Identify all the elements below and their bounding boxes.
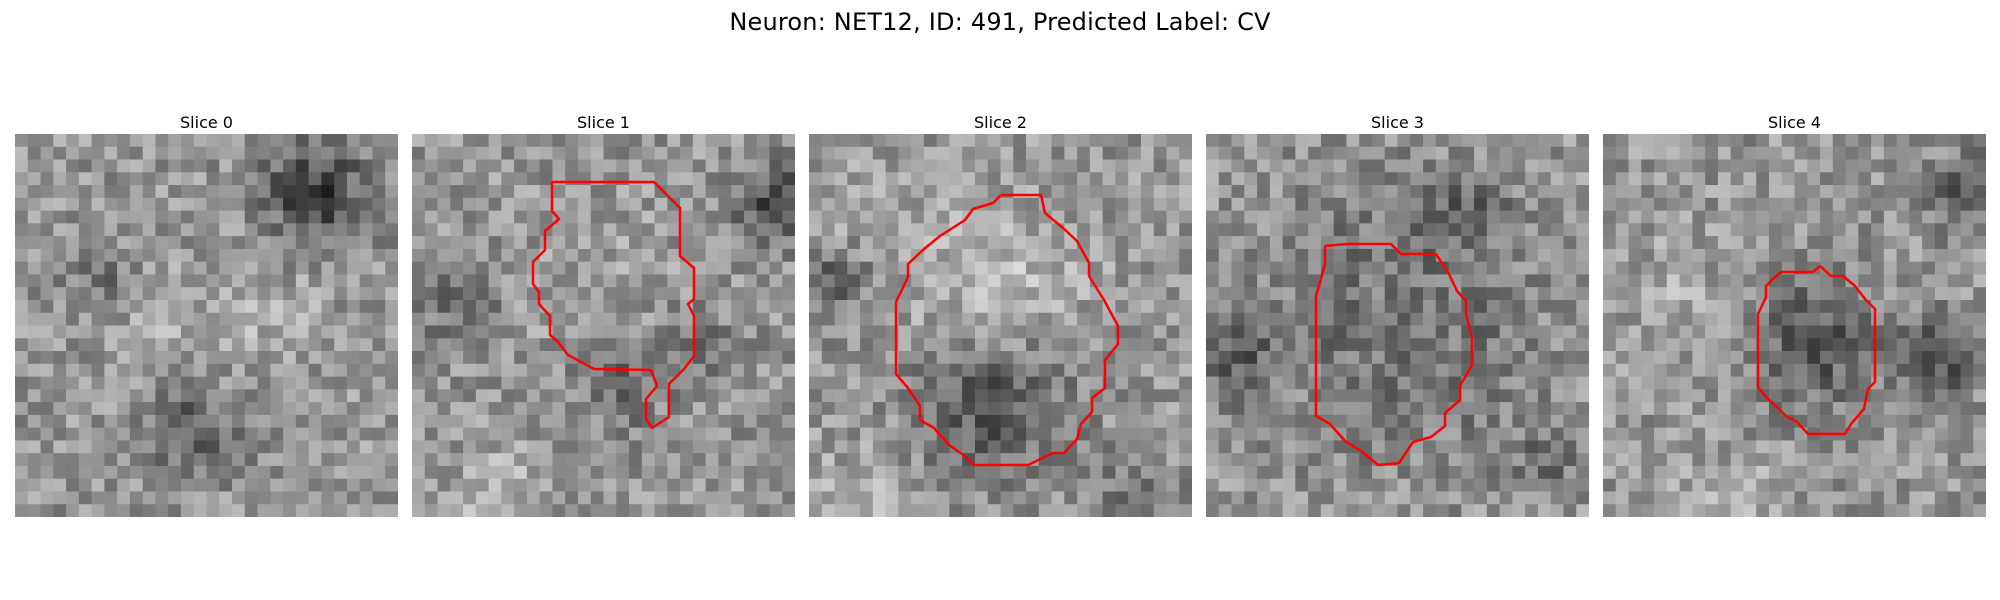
slice-title-4: Slice 4: [1768, 113, 1821, 132]
slice-panel-1: Slice 1: [412, 112, 795, 517]
slice-title-3: Slice 3: [1371, 113, 1424, 132]
figure-title: Neuron: NET12, ID: 491, Predicted Label:…: [729, 8, 1271, 36]
slice-panel-4: Slice 4: [1603, 112, 1986, 517]
slice-image-0: [15, 134, 398, 517]
slice-title-2: Slice 2: [974, 113, 1027, 132]
segmentation-contour: [1756, 265, 1877, 436]
segmentation-contour: [1314, 242, 1474, 467]
segmentation-contour: [894, 193, 1120, 467]
segmentation-contour: [531, 180, 696, 430]
slice-title-1: Slice 1: [577, 113, 630, 132]
slice-image-1: [412, 134, 795, 517]
slice-panel-2: Slice 2: [809, 112, 1192, 517]
slice-panel-0: Slice 0: [15, 112, 398, 517]
slice-image-4: [1603, 134, 1986, 517]
slice-image-2: [809, 134, 1192, 517]
slice-image-3: [1206, 134, 1589, 517]
slice-panel-3: Slice 3: [1206, 112, 1589, 517]
slice-title-0: Slice 0: [180, 113, 233, 132]
